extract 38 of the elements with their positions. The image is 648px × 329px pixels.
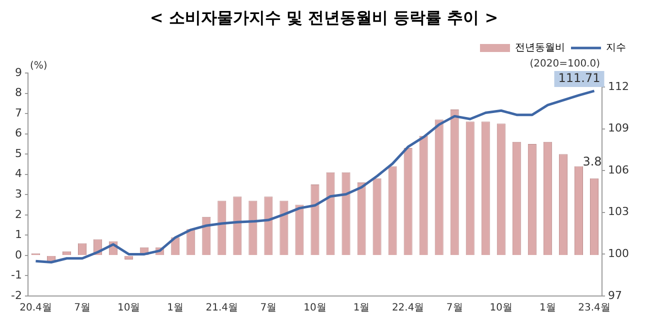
x-tick-label: 7월: [446, 302, 463, 314]
x-tick-label: 7월: [74, 302, 90, 314]
y-tick-label: 2: [14, 208, 22, 221]
x-tick-label: 1월: [167, 302, 184, 314]
x-tick-label: 1월: [540, 302, 556, 314]
x-tick-label: 10월: [304, 302, 326, 314]
legend-label: 전년동월비: [515, 42, 565, 54]
data-label: 3.8: [582, 154, 602, 169]
y-tick-label: 7: [14, 106, 22, 120]
legend-label: 지수: [606, 42, 626, 54]
y-tick-label: 9: [14, 66, 22, 79]
y-tick-label: 1: [14, 228, 22, 242]
x-tick-label: 21.4월: [206, 302, 238, 314]
y2-tick-label: 109: [608, 122, 630, 135]
x-tick-label: 10월: [117, 302, 140, 314]
x-tick-label: 1월: [353, 302, 370, 314]
y-tick-label: 4: [14, 167, 22, 180]
x-tick-label: 23.4월: [578, 302, 610, 314]
y-tick-label: -2: [11, 288, 22, 302]
data-label: 111.71: [558, 71, 600, 86]
y2-axis-title: (2020=100.0): [530, 58, 600, 70]
y-tick-label: -1: [11, 268, 22, 282]
y2-tick-label: 100: [608, 247, 630, 260]
y2-tick-label: 97: [608, 288, 622, 302]
y2-tick-label: 112: [608, 80, 630, 93]
y-tick-label: 3: [14, 187, 22, 200]
y-tick-label: 0: [14, 248, 22, 262]
y2-tick-label: 103: [608, 205, 630, 218]
x-tick-label: 20.4월: [20, 302, 52, 314]
y-tick-label: 6: [14, 126, 22, 140]
y-tick-label: 5: [14, 146, 22, 160]
chart-title: < 소비자물가지수 및 전년동월비 등락률 추이 >: [148, 8, 500, 29]
y-tick-label: 8: [14, 86, 22, 100]
y-axis-title: (%): [30, 60, 48, 72]
y2-tick-label: 106: [608, 163, 630, 176]
x-tick-label: 22.4월: [392, 302, 424, 314]
x-tick-label: 7월: [260, 302, 277, 314]
x-tick-label: 10월: [490, 302, 513, 314]
